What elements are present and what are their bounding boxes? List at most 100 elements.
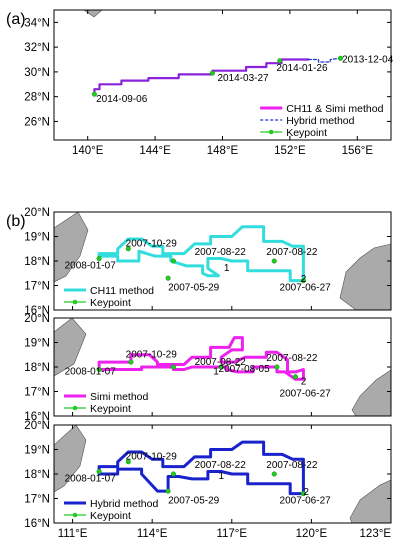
y-tick-label: 17°N [24,387,50,399]
point-label: 1 [224,263,230,274]
keypoint-marker [128,359,134,365]
keypoint-label: 2008-01-07 [65,261,117,272]
legend-entry: Simi method [90,391,149,403]
x-tick-label: 140°E [72,145,104,157]
legend-entry: Keypoint [90,403,131,415]
y-tick-label: 30°N [24,67,50,79]
y-tick-label: 18°N [24,469,50,481]
keypoint-label: 2007-10-29 [126,350,178,361]
keypoint-label: 2007-08-22 [195,357,247,368]
y-tick-label: 18°N [24,256,50,268]
point-label: 1 [219,471,225,482]
keypoint-marker [274,364,280,370]
land-shape [351,369,391,416]
keypoint-label: 2014-03-27 [217,73,269,84]
legend-entry: Keypoint [90,510,131,522]
keypoint-marker [125,459,131,465]
series-line-0 [97,225,305,283]
panel-a: 2014-09-06 2014-03-27 2014-01-26 2013-12-04… [6,9,394,157]
series-line-0 [97,336,305,381]
land-shapes [54,318,391,416]
keypoint-label: 2007-10-29 [126,239,178,250]
point-label: 2 [301,376,307,387]
keypoint-marker [96,256,102,262]
keypoint-label: 2007-06-27 [280,389,332,400]
land-shape [339,243,391,310]
keypoint-label: 2007-08-22 [266,460,318,471]
plot-area [54,212,391,310]
panel-label: (a) [6,11,26,28]
panel-b-ch11: 2008-01-07 2007-10-29 2007-08-22 2007-08-22… [6,207,392,317]
y-tick-label: 19°N [24,445,50,457]
y-tick-label: 32°N [24,42,50,54]
keypoint-marker [170,471,176,477]
keypoint-label: 2007-08-22 [195,247,247,258]
keypoint-marker [165,488,171,494]
y-tick-label: 17°N [24,494,50,506]
keypoint-label: 2007-08-22 [266,247,318,258]
keypoint-label: 2014-09-06 [96,94,148,105]
y-tick-label: 19°N [24,338,50,350]
keypoint-marker [96,469,102,475]
legend-entry: Hybrid method [286,115,354,127]
x-tick-label: 144°E [139,145,171,157]
x-tick-label: 148°E [207,145,239,157]
keypoint-marker [170,364,176,370]
keypoint-label: 2007-06-27 [280,496,332,507]
keypoint-label: 2007-05-29 [168,283,220,294]
y-tick-label: 20°N [24,207,50,219]
point-label: 2 [301,274,307,285]
land-shape [54,212,89,283]
y-tick-label: 16°N [24,305,50,317]
keypoint-marker [96,366,102,373]
point-label: 2 [303,487,309,498]
keypoint-marker [300,278,306,284]
keypoint-marker [292,374,299,380]
point-label: 1 [213,367,219,378]
y-tick-label: 16°N [24,411,50,423]
land-shape [54,425,87,493]
keypoint-label: 2013-12-04 [342,54,394,65]
keypoint-label: 2008-01-07 [65,367,117,378]
legend-marker [72,405,78,411]
y-tick-label: 20°N [24,313,50,325]
legend-entry: Hybrid method [90,498,158,510]
legend-marker [72,512,78,518]
land-shape [83,10,103,18]
legend-entry: Keypoint [90,297,131,309]
keypoint-marker [170,258,176,264]
legend-entry: CH11 method [90,285,154,297]
keypoint-marker [300,491,306,497]
legend-marker [72,299,78,305]
keypoint-marker [218,364,224,370]
legend-marker [268,129,274,135]
land-shapes [54,425,391,523]
keypoint-label: 2014-01-26 [276,63,328,74]
keypoint-marker [91,91,97,97]
y-tick-label: 28°N [24,92,50,104]
keypoint-label: 2007-06-27 [280,283,332,294]
panel-b-hybrid: 2008-01-07 2007-10-29 2007-08-22 2007-08-22… [24,420,392,540]
keypoint-label: 2008-01-07 [65,474,117,485]
y-tick-label: 34°N [24,17,50,29]
keypoint-label: 2007-08-22 [195,460,247,471]
keypoint-label: 2007-05-29 [168,496,220,507]
x-tick-label: 152°E [274,145,306,157]
x-tick-label: 114°E [137,528,168,540]
legend-entry: CH11 & Simi method [286,103,383,115]
series-line-0 [93,58,310,96]
panel-b-simi: 2008-01-07 2007-10-29 2007-08-222007-08-05… [24,313,392,423]
y-tick-label: 26°N [24,116,50,128]
land-shapes [54,212,391,310]
keypoint-marker [125,246,131,252]
land-shapes [83,10,103,18]
keypoint-marker [337,55,344,61]
land-shape [349,479,391,523]
x-tick-label: 123°E [360,528,392,540]
x-tick-label: 117°E [216,528,247,540]
keypoint-label: 2007-08-05 [219,364,271,375]
